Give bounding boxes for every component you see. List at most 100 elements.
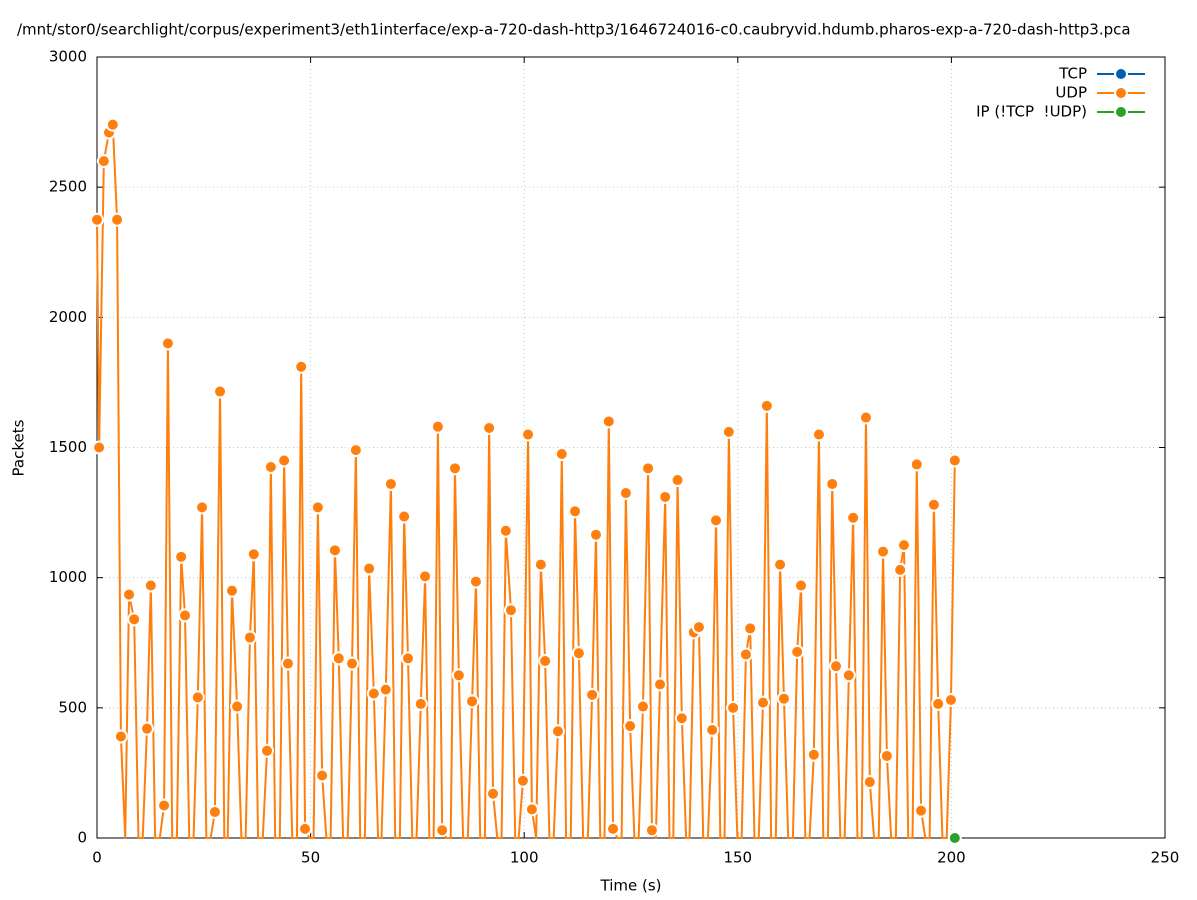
data-point bbox=[139, 721, 154, 736]
data-point bbox=[773, 557, 788, 572]
data-point bbox=[858, 410, 873, 425]
data-point bbox=[435, 823, 450, 838]
data-point bbox=[160, 336, 175, 351]
data-point bbox=[571, 646, 586, 661]
data-point bbox=[96, 154, 111, 169]
x-tick-label: 0 bbox=[92, 849, 102, 867]
chart-title: /mnt/stor0/searchlight/corpus/experiment… bbox=[17, 21, 1131, 39]
data-point bbox=[738, 647, 753, 662]
x-tick-label: 100 bbox=[510, 849, 539, 867]
data-point bbox=[503, 603, 518, 618]
data-point bbox=[451, 668, 466, 683]
data-point bbox=[468, 574, 483, 589]
y-axis-label: Packets bbox=[10, 419, 28, 476]
data-point bbox=[280, 656, 295, 671]
data-point bbox=[345, 656, 360, 671]
data-point bbox=[195, 500, 210, 515]
data-point bbox=[846, 510, 861, 525]
data-point bbox=[909, 457, 924, 472]
data-point bbox=[90, 212, 104, 227]
data-point bbox=[315, 768, 330, 783]
data-point bbox=[362, 561, 377, 576]
data-point bbox=[776, 691, 791, 706]
data-point bbox=[413, 696, 428, 711]
data-point bbox=[876, 544, 891, 559]
data-point bbox=[635, 699, 650, 714]
data-point bbox=[705, 722, 720, 737]
y-tick-label: 3000 bbox=[49, 48, 87, 66]
y-tick-label: 2500 bbox=[49, 178, 87, 196]
data-point bbox=[658, 489, 673, 504]
data-point bbox=[260, 743, 275, 758]
data-point bbox=[623, 719, 638, 734]
x-tick-label: 200 bbox=[937, 849, 966, 867]
data-point bbox=[721, 424, 736, 439]
data-point bbox=[465, 694, 480, 709]
data-point bbox=[143, 578, 158, 593]
data-point bbox=[538, 653, 553, 668]
y-tick-label: 1500 bbox=[49, 438, 87, 456]
data-point bbox=[524, 802, 539, 817]
data-point bbox=[926, 497, 941, 512]
data-point bbox=[310, 500, 325, 515]
x-tick-label: 50 bbox=[301, 849, 320, 867]
y-tick-label: 500 bbox=[58, 698, 87, 716]
data-point bbox=[606, 821, 621, 836]
data-point bbox=[263, 460, 278, 475]
data-point bbox=[644, 823, 659, 838]
data-point bbox=[246, 547, 261, 562]
data-point bbox=[242, 630, 257, 645]
data-point bbox=[482, 420, 497, 435]
data-point bbox=[122, 587, 137, 602]
data-point bbox=[178, 608, 193, 623]
data-point bbox=[790, 644, 805, 659]
data-point bbox=[947, 453, 962, 468]
data-point bbox=[113, 729, 128, 744]
data-point bbox=[806, 747, 821, 762]
data-point bbox=[157, 798, 172, 813]
data-point bbox=[670, 473, 685, 488]
legend-label: TCP bbox=[1058, 65, 1087, 83]
data-point bbox=[401, 651, 416, 666]
data-point bbox=[811, 427, 826, 442]
x-tick-label: 250 bbox=[1151, 849, 1180, 867]
series-line bbox=[96, 123, 956, 839]
data-point bbox=[726, 700, 741, 715]
data-point bbox=[879, 748, 894, 763]
y-tick-label: 2000 bbox=[49, 308, 87, 326]
data-point bbox=[601, 414, 616, 429]
data-point bbox=[653, 677, 668, 692]
data-point bbox=[618, 486, 633, 501]
data-point bbox=[277, 453, 292, 468]
data-point bbox=[498, 523, 513, 538]
data-point bbox=[105, 117, 120, 132]
data-point bbox=[378, 682, 393, 697]
data-point bbox=[110, 212, 125, 227]
data-point bbox=[521, 427, 536, 442]
data-point bbox=[447, 461, 462, 476]
data-point bbox=[947, 831, 962, 845]
data-point bbox=[230, 699, 245, 714]
data-point bbox=[759, 398, 774, 413]
data-point bbox=[515, 773, 530, 788]
data-point bbox=[588, 527, 603, 542]
data-point bbox=[841, 668, 856, 683]
legend-marker bbox=[1114, 86, 1128, 100]
x-axis-label: Time (s) bbox=[600, 877, 662, 895]
data-point bbox=[207, 804, 222, 819]
data-point bbox=[896, 538, 911, 553]
data-point bbox=[486, 786, 501, 801]
data-point bbox=[397, 509, 412, 524]
data-point bbox=[862, 775, 877, 790]
data-point bbox=[383, 476, 398, 491]
data-point bbox=[743, 621, 758, 636]
data-point bbox=[641, 461, 656, 476]
data-point bbox=[943, 693, 958, 708]
data-point bbox=[298, 821, 313, 836]
data-point bbox=[430, 419, 445, 434]
data-point bbox=[554, 447, 569, 462]
data-point bbox=[794, 578, 809, 593]
data-point bbox=[709, 513, 724, 528]
data-point bbox=[829, 659, 844, 674]
